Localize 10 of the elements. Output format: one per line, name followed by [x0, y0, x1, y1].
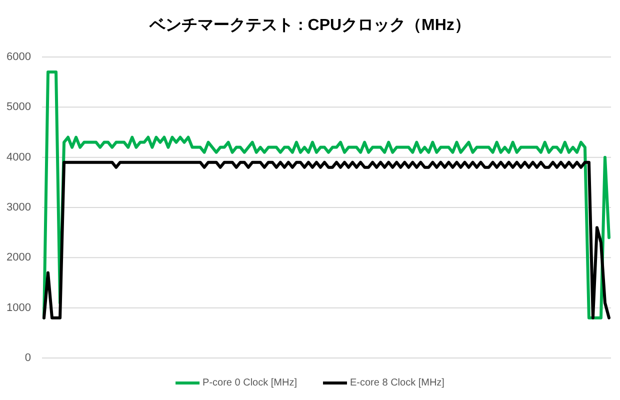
title: ベンチマークテスト : CPUクロック（MHz） [150, 17, 470, 34]
legend-label: P-core 0 Clock [MHz] [202, 378, 298, 388]
y-tick-label: 0 [24, 352, 31, 364]
y-tick-label: 3000 [6, 202, 31, 214]
legend-label: E-core 8 Clock [MHz] [350, 378, 445, 388]
y-tick-label: 1000 [6, 302, 31, 314]
y-tick-label: 6000 [6, 51, 31, 63]
y-tick-label: 2000 [6, 252, 31, 264]
y-tick-label: 5000 [6, 101, 31, 114]
y-tick-label: 4000 [6, 151, 31, 164]
